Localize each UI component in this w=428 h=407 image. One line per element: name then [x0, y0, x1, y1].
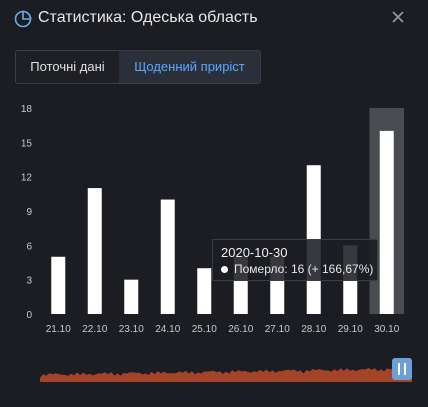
x-tick-label: 25.10 — [192, 324, 217, 335]
bar-22.10 — [87, 188, 102, 314]
x-tick-label: 21.10 — [46, 324, 71, 335]
x-tick-label: 22.10 — [82, 324, 107, 335]
chart-tooltip: 2020-10-30 Померло: 16 (+ 166,67%) — [212, 239, 378, 281]
tooltip-date: 2020-10-30 — [221, 245, 288, 260]
y-tick-label: 0 — [26, 310, 32, 321]
bar-24.10 — [160, 199, 175, 314]
bar-21.10 — [51, 256, 66, 314]
navigator-series-area — [40, 367, 412, 382]
x-tick-label: 26.10 — [228, 324, 253, 335]
tooltip-value: Померло: 16 (+ 166,67%) — [234, 262, 374, 276]
y-tick-label: 9 — [26, 207, 32, 218]
navigator-handle[interactable] — [392, 358, 412, 380]
y-tick-label: 3 — [26, 276, 32, 287]
window-title: Статистика: Одеська область — [38, 9, 258, 26]
close-icon[interactable] — [390, 9, 406, 25]
y-tick-label: 15 — [21, 138, 33, 149]
x-tick-label: 30.10 — [374, 324, 399, 335]
x-tick-label: 23.10 — [119, 324, 144, 335]
tab-daily-growth[interactable]: Щоденний приріст — [119, 51, 260, 83]
x-tick-label: 24.10 — [155, 324, 180, 335]
bar-23.10 — [124, 279, 139, 314]
pie-chart-icon — [14, 10, 32, 28]
bar-30.10 — [379, 130, 394, 314]
y-tick-label: 6 — [26, 241, 32, 252]
x-tick-label: 27.10 — [265, 324, 290, 335]
x-tick-label: 28.10 — [301, 324, 326, 335]
tab-current-data[interactable]: Поточні дані — [30, 59, 105, 74]
y-tick-label: 18 — [21, 104, 33, 115]
tab-bar: Поточні дані Щоденний приріст — [15, 50, 261, 84]
x-tick-label: 29.10 — [338, 324, 363, 335]
daily-deaths-bar-chart: 0 3 6 9 12 15 18 21.10 22.10 23.10 24.10 25.10 26.10… — [21, 104, 404, 335]
series-dot-icon — [221, 266, 228, 273]
bar-25.10 — [197, 268, 212, 314]
y-tick-label: 12 — [21, 173, 33, 184]
timeline-navigator[interactable] — [40, 356, 412, 382]
window-header: Статистика: Одеська область — [0, 0, 428, 38]
